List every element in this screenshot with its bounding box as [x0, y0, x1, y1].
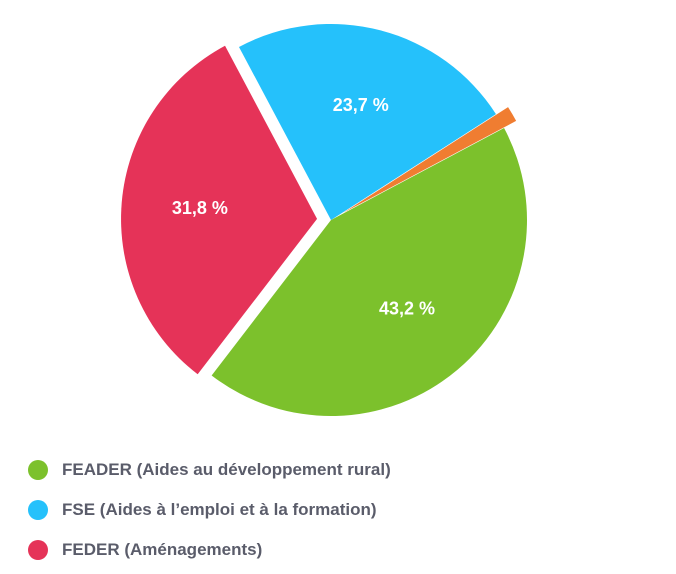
slice-value-label-fse: 23,7 % [333, 95, 389, 115]
legend-item-feader: FEADER (Aides au développement rural) [28, 450, 668, 490]
pie-slice-fse [238, 24, 496, 220]
pie-slice-other [343, 107, 517, 213]
slice-value-label-feder: 31,8 % [172, 198, 228, 218]
legend-label-feder: FEDER (Aménagements) [62, 540, 263, 559]
pie-slice-feder [121, 45, 318, 375]
legend-item-feder: FEDER (Aménagements) [28, 530, 668, 570]
legend-swatch-feader [28, 460, 48, 480]
legend-swatch-feder [28, 540, 48, 560]
slice-value-label-feader: 43,2 % [379, 299, 435, 319]
legend-label-fse: FSE (Aides à l’emploi et à la formation) [62, 500, 377, 519]
legend-item-fse: FSE (Aides à l’emploi et à la formation) [28, 490, 668, 530]
pie-slice-feader [211, 127, 528, 416]
legend-label-feader: FEADER (Aides au développement rural) [62, 460, 391, 479]
chart-legend: FEADER (Aides au développement rural) FS… [28, 450, 668, 570]
legend-swatch-fse [28, 500, 48, 520]
pie-chart: 43,2 % 31,8 % 23,7 % [121, 24, 528, 416]
